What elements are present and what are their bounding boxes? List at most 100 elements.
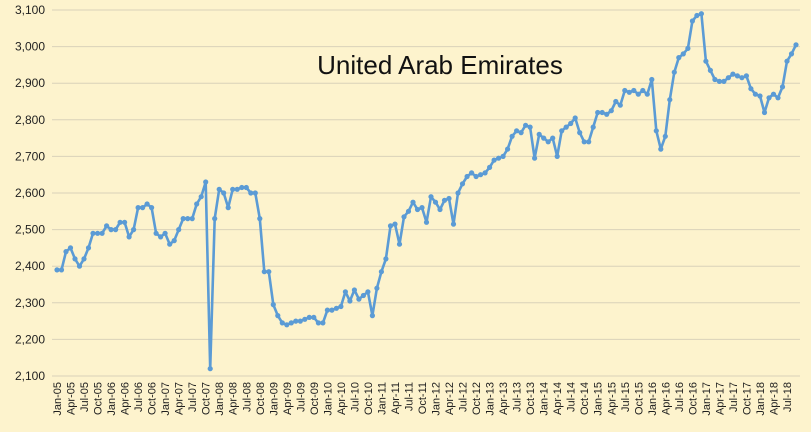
data-point [396,241,403,247]
data-point [437,206,443,213]
data-point [329,307,335,313]
x-tick-label: Oct-15 [633,382,645,415]
data-point [658,146,664,152]
data-point [378,269,384,275]
x-tick-label: Oct-09 [309,382,321,415]
x-tick-label: Jul-13 [512,382,524,412]
data-point [167,241,173,247]
data-point [667,97,673,103]
data-point [550,135,556,141]
data-point [410,199,416,205]
data-point [203,179,209,185]
gridlines [52,9,800,377]
data-point [176,227,182,233]
data-point [712,76,718,83]
data-point [351,287,357,293]
data-point [320,320,326,326]
data-point [293,318,299,324]
data-point [518,130,524,136]
data-point [72,256,78,262]
data-point [635,91,641,97]
x-tick-label: Apr-09 [282,382,294,415]
data-point [81,256,87,262]
y-tick-label: 2,500 [15,223,45,237]
data-point [478,172,484,178]
data-point [216,186,222,192]
data-point [347,298,353,304]
data-point [455,190,461,196]
data-point [581,139,587,145]
data-point [99,230,105,236]
data-point [392,221,398,227]
chart-title: United Arab Emirates [317,50,563,80]
data-point [419,205,425,211]
data-point [446,195,452,202]
data-point [604,111,610,117]
data-point [734,73,741,79]
data-point [117,219,123,225]
x-tick-label: Apr-07 [174,382,186,415]
x-tick-label: Jan-06 [106,382,118,416]
data-point [509,133,515,139]
x-tick-label: Jan-13 [485,382,497,416]
x-tick-label: Oct-12 [471,382,483,415]
data-point [248,190,254,196]
data-point [662,133,668,139]
data-point [505,146,511,152]
data-point [599,109,605,116]
data-point [680,51,686,57]
data-point [333,305,339,311]
x-tick-label: Jul-16 [674,382,686,412]
data-point [671,69,677,75]
x-tick-label: Jan-18 [755,382,767,416]
data-point [365,289,371,295]
data-point [423,219,430,225]
x-tick-label: Apr-10 [336,382,348,415]
data-point [716,78,723,84]
data-point [554,153,560,159]
data-point [689,18,696,24]
data-point [622,87,628,94]
data-point [315,320,321,326]
data-point [212,216,218,222]
data-point [401,214,407,220]
x-tick-label: Oct-11 [417,382,429,414]
data-point [257,216,263,222]
data-point [338,303,344,310]
data-point [590,124,596,130]
data-point [793,42,799,48]
x-tick-label: Jan-15 [593,382,605,416]
data-point [450,221,457,227]
data-point [482,170,488,176]
data-point [279,320,285,326]
x-tick-label: Jul-12 [458,382,470,412]
x-axis-tick-labels: Jan-05 Apr-05 Jul-05 Oct-05 Jan-06 Apr-06 Jul-… [52,382,794,416]
data-point [617,102,623,108]
data-point [563,124,569,130]
series [54,11,799,372]
x-tick-label: Jan-07 [160,382,172,416]
x-tick-label: Apr-13 [498,382,510,415]
data-point [58,267,65,273]
y-tick-label: 3,100 [15,3,45,17]
data-point [207,366,213,372]
data-point [752,91,759,97]
data-point [189,216,195,222]
x-tick-label: Apr-12 [444,382,456,415]
data-point [725,75,732,81]
x-tick-label: Oct-08 [255,382,267,415]
data-point [640,87,646,94]
data-point [171,238,177,244]
data-point [536,131,542,137]
x-tick-label: Apr-08 [228,382,240,415]
data-point [144,201,150,207]
data-point [158,234,164,240]
data-point [234,186,240,192]
x-tick-label: Jul-14 [566,382,578,412]
y-tick-label: 3,000 [15,40,45,54]
data-point [649,76,655,83]
x-tick-label: Jul-08 [241,382,253,412]
x-tick-label: Jul-05 [79,382,91,412]
data-point [441,197,448,203]
